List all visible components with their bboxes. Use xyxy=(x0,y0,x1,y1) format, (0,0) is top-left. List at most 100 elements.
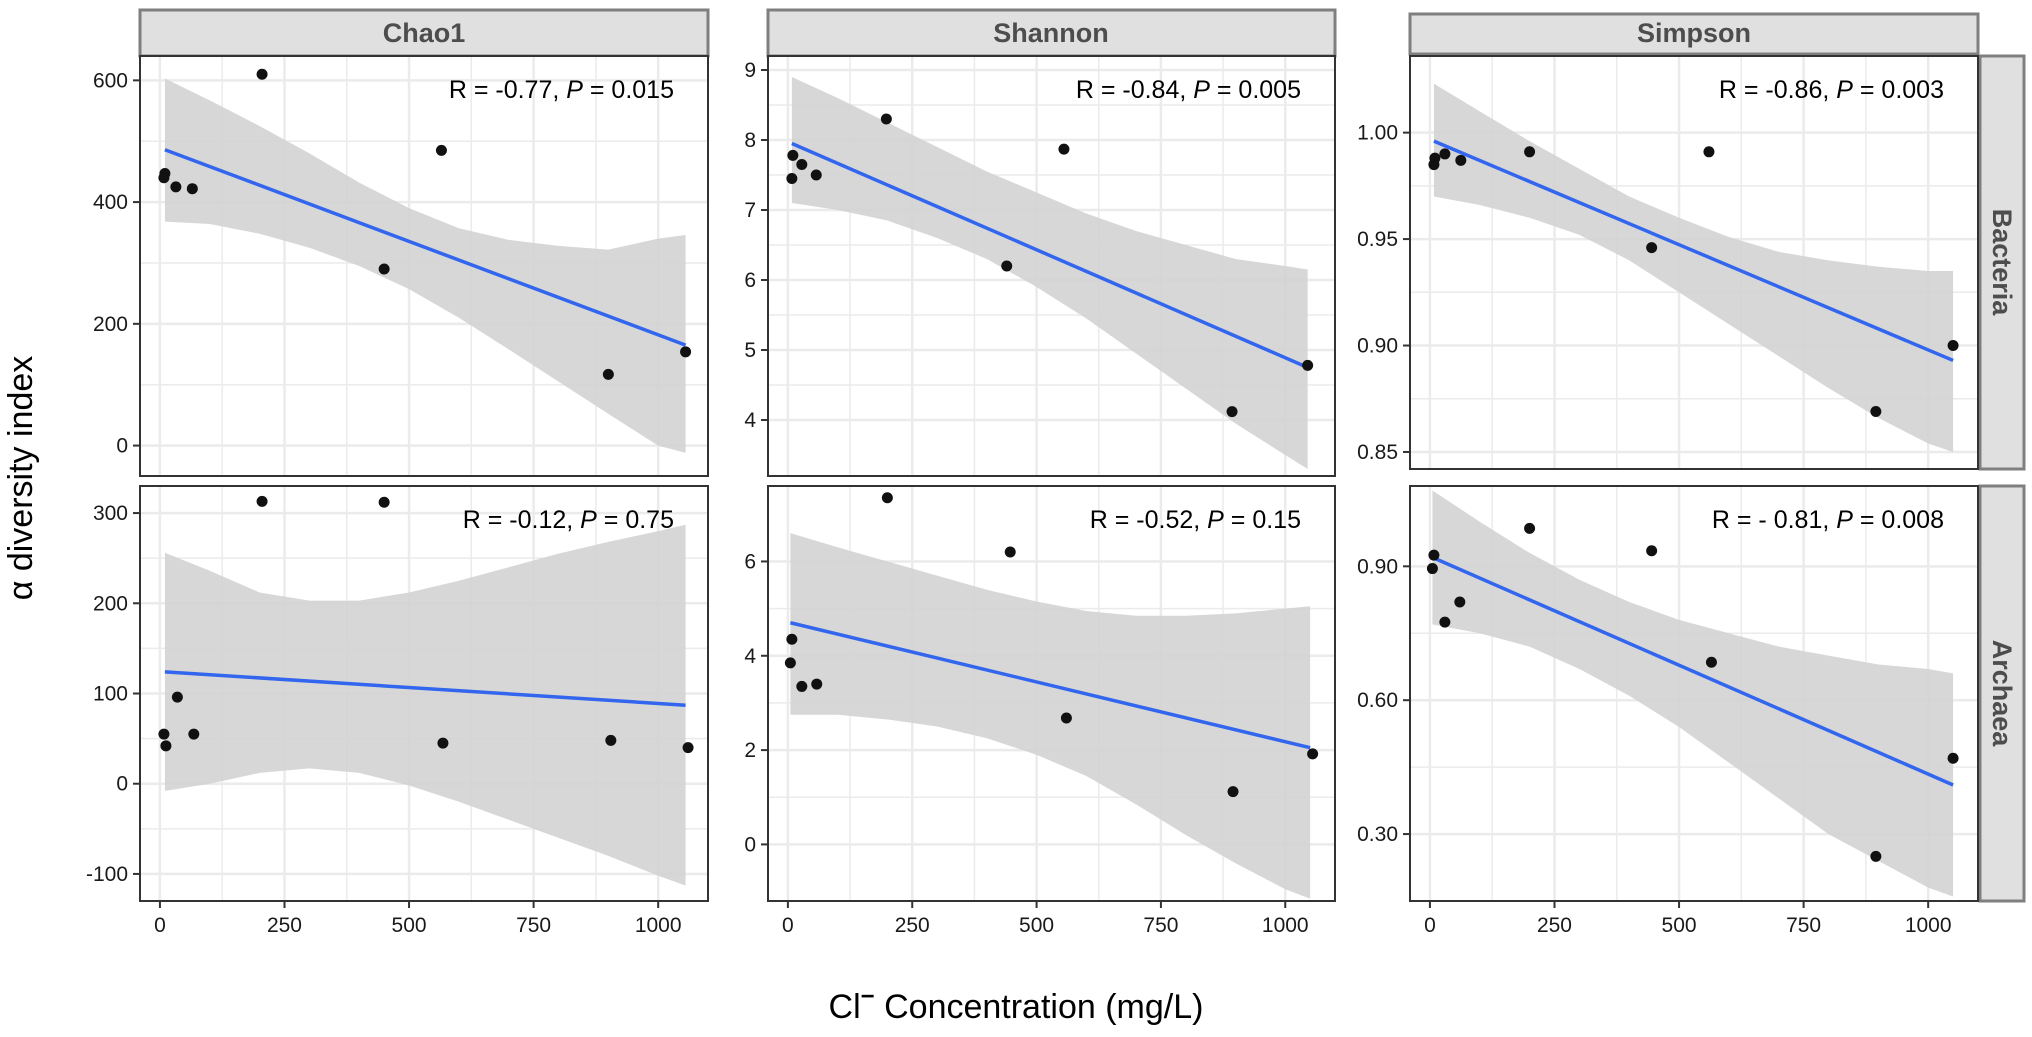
data-point xyxy=(1454,596,1466,608)
data-point xyxy=(1870,406,1882,418)
column-strip-shannon: Shannon xyxy=(766,8,1337,58)
correlation-annotation: R = -0.12, P = 0.75 xyxy=(463,506,674,534)
x-tick-label: 750 xyxy=(516,914,551,937)
y-tick-label: 5 xyxy=(744,339,756,362)
y-tick-label: 100 xyxy=(93,683,128,706)
data-point xyxy=(881,492,893,504)
panel-border xyxy=(139,55,709,477)
data-point xyxy=(1646,545,1658,557)
data-point xyxy=(1302,359,1314,371)
y-tick-label: 0.95 xyxy=(1357,228,1398,251)
data-point xyxy=(378,263,390,275)
y-tick-label: 9 xyxy=(744,59,756,82)
confidence-band xyxy=(164,524,686,886)
y-axis-title: α diversity index xyxy=(2,356,40,601)
x-tick-label: 500 xyxy=(1662,914,1697,937)
data-point xyxy=(786,173,798,184)
x-tick-label: 0 xyxy=(1424,914,1436,937)
confidence-band xyxy=(164,78,686,453)
y-tick-label: 6 xyxy=(744,269,756,292)
data-point xyxy=(1058,143,1070,155)
data-point xyxy=(810,169,822,181)
data-point xyxy=(1001,260,1013,272)
x-tick-label: 500 xyxy=(1019,914,1054,937)
panel-chao1-archaea: R = -0.12, P = 0.75 -100 0 100 200 300 0 250 500… xyxy=(86,485,709,937)
y-tick-label: 2 xyxy=(744,739,756,762)
regression-line xyxy=(789,621,1311,750)
row-strip-archaea: Archaea xyxy=(1978,484,2026,903)
correlation-annotation: R = -0.77, P = 0.015 xyxy=(449,76,674,104)
data-point xyxy=(1004,546,1016,558)
panel-simpson-archaea: R = - 0.81, P = 0.008 0.30 0.60 0.90 0 250 500… xyxy=(1357,485,1979,937)
y-tick-label: 8 xyxy=(744,129,756,152)
strip-label-simpson: Simpson xyxy=(1637,18,1751,48)
data-point xyxy=(158,728,170,740)
strip-label-archaea: Archaea xyxy=(1987,640,2017,748)
y-tick-label: 200 xyxy=(93,313,128,336)
data-point xyxy=(1455,154,1467,166)
y-tick-label: 0 xyxy=(116,435,128,458)
y-tick-label: 4 xyxy=(744,645,756,668)
x-tick-label: 1000 xyxy=(1262,914,1309,937)
regression-line xyxy=(1433,139,1954,363)
annotation-p-value: = 0.75 xyxy=(597,506,674,534)
y-tick-label: 1.00 xyxy=(1357,122,1398,145)
data-point xyxy=(1947,340,1959,352)
data-point xyxy=(796,159,808,170)
x-tick-label: 1000 xyxy=(1905,914,1952,937)
y-tick-label: 400 xyxy=(93,191,128,214)
y-tick-label: 7 xyxy=(744,199,756,222)
confidence-band xyxy=(1432,490,1954,897)
x-tick-label: 0 xyxy=(154,914,166,937)
confidence-band xyxy=(791,77,1308,469)
annotation-p-label: P xyxy=(1193,76,1210,104)
confidence-band xyxy=(790,533,1311,899)
x-tick-label: 1000 xyxy=(635,914,682,937)
strip-label-shannon: Shannon xyxy=(993,18,1109,48)
annotation-p-value: = 0.15 xyxy=(1224,506,1301,534)
data-point xyxy=(171,691,183,703)
plot-area xyxy=(786,77,1314,469)
plot-area xyxy=(1426,490,1959,897)
x-tick-label: 750 xyxy=(1786,914,1821,937)
confidence-band xyxy=(1433,83,1954,452)
panel-border xyxy=(1409,485,1979,902)
y-tick-label: 0.60 xyxy=(1357,689,1398,712)
y-tick-label: 200 xyxy=(93,592,128,615)
regression-line xyxy=(164,670,686,707)
column-strip-chao1: Chao1 xyxy=(138,8,710,58)
annotation-r: R = -0.52, xyxy=(1090,506,1207,534)
x-axis-title-superscript: − xyxy=(861,983,875,1010)
regression-line xyxy=(1431,555,1954,787)
panel-shannon-bacteria: R = -0.84, P = 0.005 4 5 6 7 8 9 xyxy=(744,55,1336,477)
data-point xyxy=(1227,786,1239,798)
y-tick-label: -100 xyxy=(86,863,128,886)
x-tick-label: 250 xyxy=(267,914,302,937)
data-point xyxy=(796,680,808,692)
correlation-annotation: R = -0.52, P = 0.15 xyxy=(1090,506,1301,534)
plot-area xyxy=(784,492,1319,899)
correlation-annotation: R = -0.84, P = 0.005 xyxy=(1076,76,1301,104)
data-point xyxy=(1226,406,1238,418)
y-tick-label: 0 xyxy=(116,773,128,796)
annotation-p-value: = 0.005 xyxy=(1210,76,1301,104)
row-strip-bacteria: Bacteria xyxy=(1978,54,2026,471)
x-tick-label: 0 xyxy=(782,914,794,937)
y-tick-label: 300 xyxy=(93,502,128,525)
data-point xyxy=(1646,242,1658,254)
y-tick-label: 4 xyxy=(744,409,756,432)
strip-label-bacteria: Bacteria xyxy=(1987,209,2017,317)
correlation-annotation: R = - 0.81, P = 0.008 xyxy=(1712,506,1944,534)
annotation-p-value: = 0.003 xyxy=(1853,76,1944,104)
data-point xyxy=(1429,152,1441,164)
x-axis-title-suffix: Concentration (mg/L) xyxy=(875,988,1204,1026)
annotation-p-label: P xyxy=(580,506,597,534)
plot-area xyxy=(1428,83,1959,452)
annotation-r: R = -0.77, xyxy=(449,76,566,104)
plot-area xyxy=(158,68,692,453)
annotation-p-label: P xyxy=(1207,506,1224,534)
data-point xyxy=(811,678,823,690)
data-point xyxy=(1524,146,1536,158)
data-point xyxy=(256,68,268,80)
